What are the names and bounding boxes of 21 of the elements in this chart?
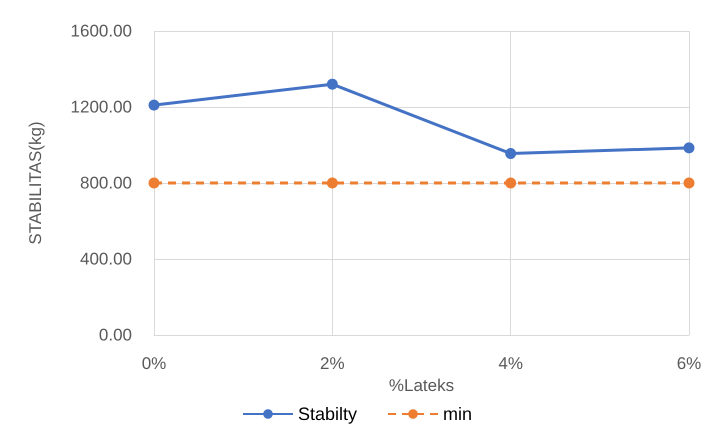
point <box>148 178 160 188</box>
point <box>148 100 160 111</box>
x-tick-label: 2% <box>320 354 345 373</box>
x-tick-label: 6% <box>676 354 702 373</box>
point <box>326 178 338 188</box>
y-tick-label: 1600.00 <box>70 22 132 40</box>
x-axis-title: %Lateks <box>388 376 454 395</box>
y-tick-label: 1200.00 <box>70 98 132 116</box>
legend-label: Stabilty <box>298 404 358 424</box>
y-tick-label: 400.00 <box>80 250 132 268</box>
point <box>326 78 338 90</box>
point <box>684 178 694 188</box>
legend-label: min <box>443 404 472 424</box>
x-tick-label: 4% <box>498 354 523 373</box>
y-axis-title: STABILITAS(kg) <box>26 121 45 245</box>
y-tick-label: 800.00 <box>80 174 132 192</box>
point <box>505 148 516 160</box>
x-tick-label: 0% <box>142 354 166 373</box>
point <box>505 178 516 188</box>
point <box>684 142 694 154</box>
y-tick-label: 0.00 <box>98 326 132 344</box>
